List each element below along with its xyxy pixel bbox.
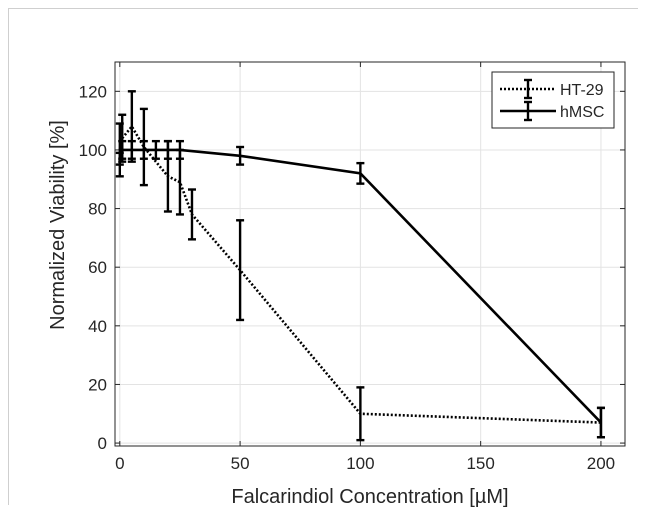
y-tick-label: 80 — [88, 200, 107, 219]
x-tick-label: 100 — [346, 454, 374, 473]
axes: 0 50 100 150 200 0 20 40 60 80 100 120 — [79, 61, 626, 473]
y-tick-label: 120 — [79, 82, 107, 101]
x-tick-label: 0 — [115, 454, 124, 473]
x-axis-label: Falcarindiol Concentration [µM] — [231, 486, 508, 508]
legend-item: hMSC — [500, 100, 604, 122]
x-tick-label: 50 — [231, 454, 250, 473]
y-tick-label: 40 — [88, 317, 107, 336]
series-line — [118, 148, 602, 424]
plot-box — [114, 61, 626, 447]
series-hmsc — [115, 139, 605, 439]
y-tick-label: 20 — [88, 375, 107, 394]
y-tick-label: 0 — [98, 434, 107, 453]
y-tick-label: 100 — [79, 141, 107, 160]
x-tick-label: 200 — [587, 454, 615, 473]
series-layer — [115, 90, 605, 442]
legend-label: hMSC — [560, 104, 604, 121]
y-tick-label: 60 — [88, 258, 107, 277]
legend-box — [491, 71, 615, 129]
legend-label: HT-29 — [560, 82, 604, 99]
y-axis-label: Normalized Viability [%] — [47, 120, 69, 330]
legend: HT-29 hMSC — [491, 71, 615, 129]
x-tick-label: 150 — [466, 454, 494, 473]
legend-item: HT-29 — [500, 78, 604, 100]
